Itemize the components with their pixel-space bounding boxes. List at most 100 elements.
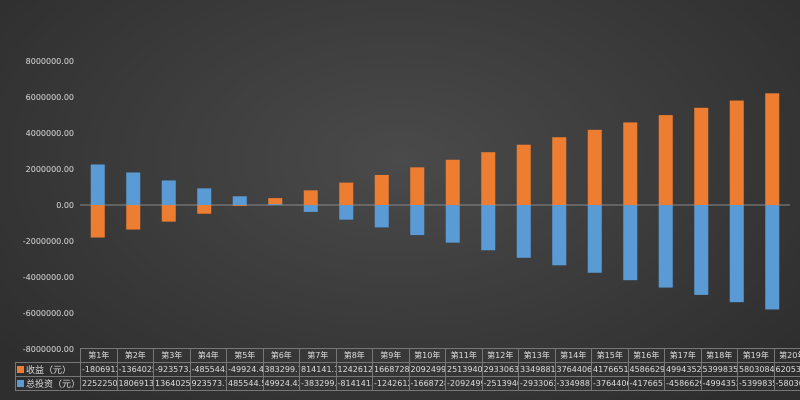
bar-investment [161, 180, 176, 205]
bar-revenue [161, 205, 176, 222]
bar-investment [587, 205, 602, 273]
legend-label: 收益（元） [26, 366, 72, 376]
bar-investment [445, 205, 460, 243]
bar-investment [197, 188, 212, 205]
data-label: -5399835. [737, 376, 775, 391]
data-label: 485544.5 [226, 376, 264, 391]
y-tick-label: -8000000.00 [23, 345, 74, 354]
x-tick-label: 第6年 [262, 348, 300, 363]
bar-revenue [374, 174, 389, 205]
data-label: 3764406. [554, 362, 592, 377]
table-corner [16, 349, 81, 363]
data-label: 814141.1 [299, 362, 337, 377]
data-label: 4586629. [627, 362, 665, 377]
y-tick-label: -2000000.00 [23, 237, 74, 246]
data-label: -923573. [153, 362, 191, 377]
data-label: -1668728. [408, 376, 446, 391]
x-tick-label: 第14年 [554, 348, 592, 363]
bar-investment [268, 204, 283, 205]
data-label: 2933063. [481, 362, 519, 377]
x-tick-label: 第11年 [445, 348, 483, 363]
data-table: 第1年 第2年 第3年 第4年 第5年 第6年 第7年 第8年 第9年 第10年 第11年 第12年第… [15, 348, 800, 391]
data-label: 923573.7 [189, 376, 227, 391]
data-label: 1242612. [335, 362, 373, 377]
x-tick-label: 第8年 [335, 348, 373, 363]
data-label: 2092499. [408, 362, 446, 377]
bar-revenue [694, 107, 709, 205]
data-label: -383299. [299, 376, 337, 391]
data-label: -3764406. [591, 376, 629, 391]
bar-investment [232, 196, 247, 205]
data-label: -3349881. [554, 376, 592, 391]
bar-investment [410, 205, 425, 236]
data-label: -4586629. [664, 376, 702, 391]
bar-investment [694, 205, 709, 295]
bar-revenue [445, 159, 460, 205]
data-label: -2092499. [445, 376, 483, 391]
bar-revenue [90, 205, 105, 238]
data-label: -1806913. [80, 362, 118, 377]
bar-investment [516, 205, 531, 258]
legend-swatch-revenue [17, 366, 24, 373]
bar-revenue [658, 115, 673, 205]
data-label: 3349881. [518, 362, 556, 377]
data-label: 4994352. [664, 362, 702, 377]
bar-revenue [303, 190, 318, 205]
y-tick-label: 0.00 [56, 201, 74, 210]
data-label: -485544. [189, 362, 227, 377]
bar-revenue [481, 152, 496, 205]
bar-investment [623, 205, 638, 281]
data-label: 2513940. [445, 362, 483, 377]
data-label: -4994352. [700, 376, 738, 391]
data-label: -2933063. [518, 376, 556, 391]
x-tick-label: 第12年 [481, 348, 519, 363]
data-label: -2513940. [481, 376, 519, 391]
x-tick-label: 第10年 [408, 348, 446, 363]
data-label: -4176651. [627, 376, 665, 391]
x-tick-label: 第17年 [664, 348, 702, 363]
x-tick-label: 第16年 [627, 348, 665, 363]
bar-revenue [516, 144, 531, 205]
bar-revenue [232, 205, 247, 206]
bar-investment [339, 205, 354, 220]
bar-revenue [765, 93, 780, 205]
bar-investment [90, 164, 105, 205]
data-label: -1242612. [372, 376, 410, 391]
legend-revenue: 收益（元） [15, 362, 81, 377]
bar-investment [765, 205, 780, 310]
bar-investment [374, 205, 389, 228]
data-label: 4176651. [591, 362, 629, 377]
x-tick-label: 第9年 [372, 348, 410, 363]
bar-revenue [587, 129, 602, 205]
x-tick-label: 第3年 [153, 348, 191, 363]
x-tick-label: 第18年 [700, 348, 738, 363]
bar-investment [658, 205, 673, 288]
x-tick-label: 第19年 [737, 348, 775, 363]
data-label: 49924.42 [262, 376, 300, 391]
bar-revenue [410, 167, 425, 205]
y-tick-label: 4000000.00 [26, 129, 74, 138]
data-label: -814141. [335, 376, 373, 391]
bar-revenue [197, 205, 212, 214]
x-tick-label: 第20年 [773, 348, 800, 363]
bar-revenue [268, 198, 283, 205]
data-label: 6205316. [773, 362, 800, 377]
data-label: 5399835. [700, 362, 738, 377]
bar-revenue [339, 182, 354, 205]
legend-investment: 总投资（元） [15, 376, 81, 391]
bar-revenue [623, 122, 638, 205]
y-tick-label: 6000000.00 [26, 93, 74, 102]
data-label: -5803084. [773, 376, 800, 391]
data-label: -49924.4 [226, 362, 264, 377]
x-tick-label: 第15年 [591, 348, 629, 363]
x-tick-label: 第5年 [226, 348, 264, 363]
data-label: -1364025. [116, 362, 154, 377]
data-label: 1668728. [372, 362, 410, 377]
bar-investment [481, 205, 496, 251]
y-tick-label: -4000000.00 [23, 273, 74, 282]
legend-swatch-investment [17, 380, 24, 387]
bar-revenue [729, 100, 744, 205]
bar-investment [126, 172, 141, 205]
x-tick-label: 第7年 [299, 348, 337, 363]
